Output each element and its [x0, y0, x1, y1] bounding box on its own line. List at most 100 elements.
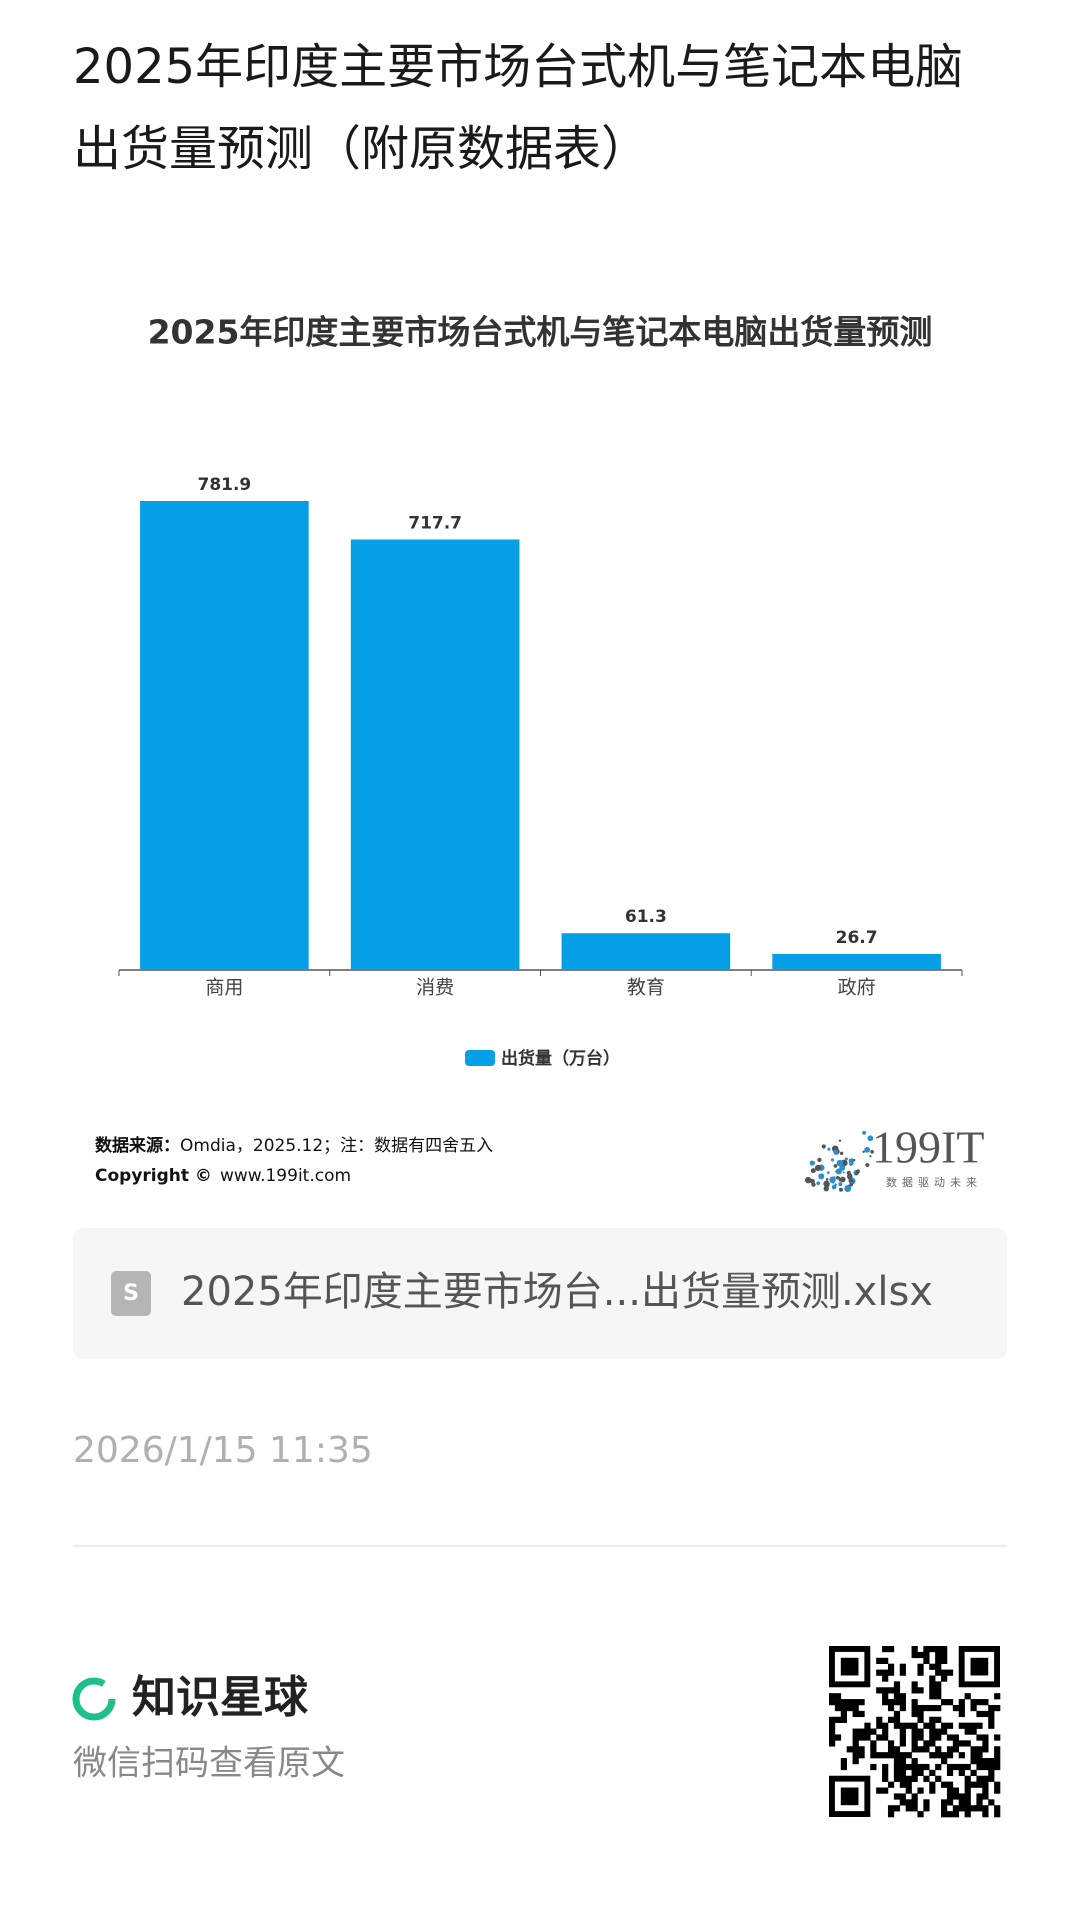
- qr-module: [840, 1758, 847, 1765]
- logo-dot: [870, 1150, 874, 1154]
- legend-label: 出货量（万台）: [501, 1048, 620, 1069]
- qr-module: [982, 1793, 989, 1800]
- logo-dot: [823, 1180, 830, 1188]
- qr-module: [946, 1793, 954, 1800]
- logo-dot: [805, 1176, 812, 1184]
- qr-module: [882, 1728, 889, 1735]
- qr-module: [899, 1775, 906, 1782]
- qr-module: [899, 1728, 906, 1735]
- qr-module: [929, 1787, 936, 1794]
- qr-module: [946, 1787, 954, 1794]
- qr-module: [929, 1752, 936, 1759]
- logo-dot: [833, 1149, 839, 1155]
- logo-dot: [838, 1182, 843, 1187]
- source: 数据来源：Omdia，2025.12；注：数据有四舍五入: [95, 1135, 493, 1156]
- qr-module: [899, 1793, 906, 1800]
- qr-module: [917, 1769, 924, 1777]
- qr-module: [976, 1699, 983, 1706]
- qr-module: [958, 1699, 965, 1706]
- logo-dot: [856, 1169, 860, 1174]
- qr-module: [941, 1657, 948, 1664]
- qr-module: [917, 1728, 924, 1735]
- qr-module: [994, 1734, 1001, 1741]
- qr-module: [976, 1793, 983, 1800]
- qr-module: [887, 1811, 895, 1818]
- qr-module: [946, 1781, 954, 1788]
- logo-dot: [865, 1162, 870, 1168]
- qr-module: [952, 1734, 960, 1741]
- qr-module: [941, 1811, 948, 1818]
- qr-module: [964, 1728, 971, 1735]
- qr-module: [958, 1710, 965, 1718]
- qr-module: [929, 1675, 936, 1682]
- attachment-name[interactable]: 2025年印度主要市场台...出货量预测.xlsx: [181, 1269, 933, 1315]
- qr-module: [864, 1722, 871, 1729]
- qr-module: [893, 1758, 901, 1765]
- qr-module: [917, 1704, 924, 1712]
- logo-dot: [830, 1158, 835, 1162]
- qr-module: [964, 1781, 971, 1788]
- qr-module: [988, 1704, 995, 1712]
- qr-module: [929, 1687, 936, 1694]
- logo-dot: [867, 1135, 874, 1142]
- qr-module: [887, 1781, 895, 1788]
- qr-module: [834, 1704, 842, 1712]
- qr-module: [929, 1734, 936, 1741]
- qr-module: [917, 1710, 924, 1718]
- logo-dot: [821, 1144, 826, 1149]
- qr-module: [852, 1752, 859, 1759]
- qr-module: [964, 1722, 971, 1729]
- qr-module: [876, 1716, 883, 1723]
- logo-dot: [848, 1178, 853, 1183]
- qr-module: [911, 1763, 918, 1771]
- logo-dot: [835, 1170, 838, 1173]
- qr-module: [899, 1663, 906, 1670]
- qr-module: [941, 1669, 948, 1676]
- qr-module: [893, 1693, 901, 1700]
- qr-module: [887, 1740, 895, 1747]
- qr-code[interactable]: [829, 1646, 1001, 1818]
- logo-dot: [862, 1130, 867, 1135]
- data-label: 61.3: [625, 907, 667, 927]
- qr-module: [923, 1746, 930, 1753]
- qr-module: [905, 1787, 912, 1794]
- qr-module: [882, 1787, 889, 1794]
- qr-module: [935, 1687, 942, 1694]
- qr-module: [887, 1716, 895, 1723]
- qr-module: [911, 1740, 918, 1747]
- qr-module: [970, 1728, 977, 1735]
- qr-module: [870, 1746, 877, 1753]
- qr-module: [923, 1775, 930, 1782]
- qr-module: [893, 1752, 901, 1759]
- qr-module: [941, 1752, 948, 1759]
- logo-dot: [839, 1151, 844, 1155]
- qr-module: [893, 1687, 901, 1694]
- qr-module: [882, 1646, 889, 1653]
- qr-module: [970, 1805, 977, 1812]
- qr-module: [935, 1728, 942, 1735]
- x-tick-label: 政府: [838, 977, 876, 999]
- qr-module: [923, 1646, 930, 1653]
- qr-module: [964, 1763, 971, 1771]
- qr-module: [952, 1811, 960, 1818]
- qr-module: [976, 1805, 983, 1812]
- qr-module: [958, 1805, 965, 1812]
- attachment-card[interactable]: [73, 1228, 1007, 1359]
- qr-module: [882, 1734, 889, 1741]
- bar: [772, 953, 941, 970]
- qr-module: [976, 1799, 983, 1806]
- qr-module: [852, 1740, 859, 1747]
- qr-module: [941, 1728, 948, 1735]
- qr-module: [929, 1722, 936, 1729]
- qr-module: [958, 1763, 965, 1771]
- qr-module: [935, 1657, 942, 1664]
- qr-module: [829, 1740, 836, 1747]
- qr-module: [941, 1805, 948, 1812]
- qr-module: [864, 1728, 871, 1735]
- qr-module: [870, 1752, 877, 1759]
- qr-module: [994, 1787, 1001, 1794]
- qr-module: [834, 1734, 842, 1741]
- article-title: 2025年印度主要市场台式机与笔记本电脑: [73, 39, 963, 95]
- copyright-text: www.199it.com: [220, 1166, 351, 1186]
- data-label: 26.7: [836, 928, 878, 948]
